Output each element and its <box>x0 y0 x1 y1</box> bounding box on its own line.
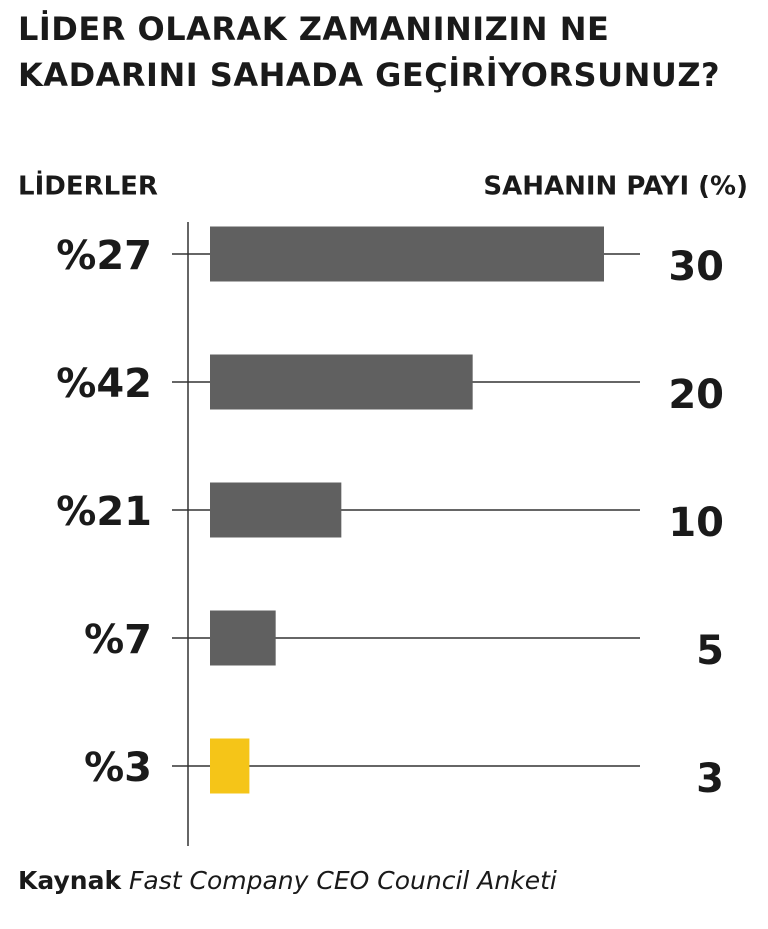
bar <box>210 610 276 666</box>
x-axis-label: SAHANIN PAYI (%) <box>483 172 748 202</box>
category-label: %21 <box>56 489 152 535</box>
bar <box>210 738 250 794</box>
source-label: Kaynak <box>18 866 122 895</box>
category-label: %42 <box>56 361 152 407</box>
y-axis-label: LİDERLER <box>18 170 158 202</box>
value-label: 30 <box>668 244 724 290</box>
category-label: %3 <box>84 745 152 791</box>
category-label: %7 <box>84 617 152 663</box>
value-label: 20 <box>668 372 724 418</box>
value-label: 10 <box>668 500 724 546</box>
value-label: 5 <box>696 628 724 674</box>
value-label: 3 <box>696 756 724 802</box>
bar <box>210 482 342 538</box>
source: Kaynak Fast Company CEO Council Anketi <box>18 866 557 895</box>
bar <box>210 226 604 282</box>
chart-title: LİDER OLARAK ZAMANINIZIN NE KADARINI SAH… <box>18 10 721 94</box>
category-label: %27 <box>56 233 152 279</box>
source-text: Fast Company CEO Council Anketi <box>129 866 557 895</box>
bar <box>210 354 473 410</box>
